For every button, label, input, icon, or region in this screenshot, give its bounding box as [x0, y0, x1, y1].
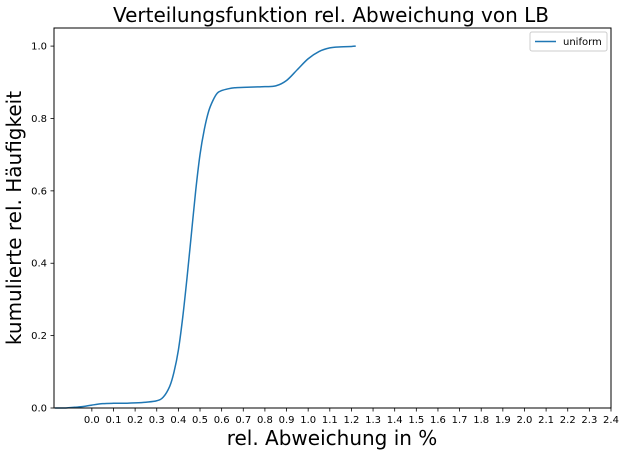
x-tick-label: 1.3	[365, 415, 381, 426]
x-tick-label: 0.1	[106, 415, 122, 426]
x-tick-label: 0.3	[149, 415, 165, 426]
legend-box	[529, 31, 608, 52]
y-axis-label: kumulierte rel. Häufigkeit	[2, 91, 26, 345]
y-tick-label: 0.0	[31, 404, 47, 415]
y-axis: 0.0 0.2 0.4 0.6 0.8 1.0	[31, 42, 54, 415]
x-axis: 0.0 0.1 0.2 0.3 0.4 0.5 0.6 0.7 0.8 0.9 1.0 1.1 1.2 1…	[84, 408, 619, 426]
x-tick-label: 1.0	[300, 415, 316, 426]
x-tick-label: 1.9	[495, 415, 511, 426]
x-tick-label: 2.0	[517, 415, 533, 426]
x-tick-label: 2.4	[603, 415, 619, 426]
x-tick-label: 0.7	[235, 415, 251, 426]
x-axis-label: rel. Abweichung in %	[227, 426, 438, 450]
x-tick-label: 2.2	[560, 415, 576, 426]
series-line-uniform	[55, 45, 356, 409]
x-tick-label: 1.7	[452, 415, 468, 426]
chart-title: Verteilungsfunktion rel. Abweichung von …	[113, 3, 549, 27]
x-tick-label: 0.4	[170, 415, 186, 426]
x-tick-label: 2.3	[581, 415, 597, 426]
x-tick-label: 1.2	[343, 415, 359, 426]
legend: uniform	[529, 31, 608, 52]
y-tick-label: 0.4	[31, 259, 47, 270]
x-tick-label: 2.1	[538, 415, 554, 426]
x-tick-label: 0.9	[279, 415, 295, 426]
y-tick-label: 0.6	[31, 186, 47, 197]
legend-label-uniform: uniform	[563, 37, 602, 48]
x-tick-label: 0.8	[257, 415, 273, 426]
x-tick-label: 0.2	[127, 415, 143, 426]
x-tick-label: 1.1	[322, 415, 338, 426]
x-tick-label: 1.5	[408, 415, 424, 426]
x-tick-label: 0.5	[192, 415, 208, 426]
x-tick-label: 0.0	[84, 415, 100, 426]
x-tick-label: 1.6	[430, 415, 446, 426]
x-tick-label: 1.4	[387, 415, 403, 426]
y-tick-label: 0.8	[31, 114, 47, 125]
series-layer	[55, 45, 356, 409]
x-tick-label: 1.8	[473, 415, 489, 426]
y-tick-label: 1.0	[31, 42, 47, 53]
plot-frame	[53, 27, 612, 409]
y-tick-label: 0.2	[31, 331, 47, 342]
x-tick-label: 0.6	[214, 415, 230, 426]
